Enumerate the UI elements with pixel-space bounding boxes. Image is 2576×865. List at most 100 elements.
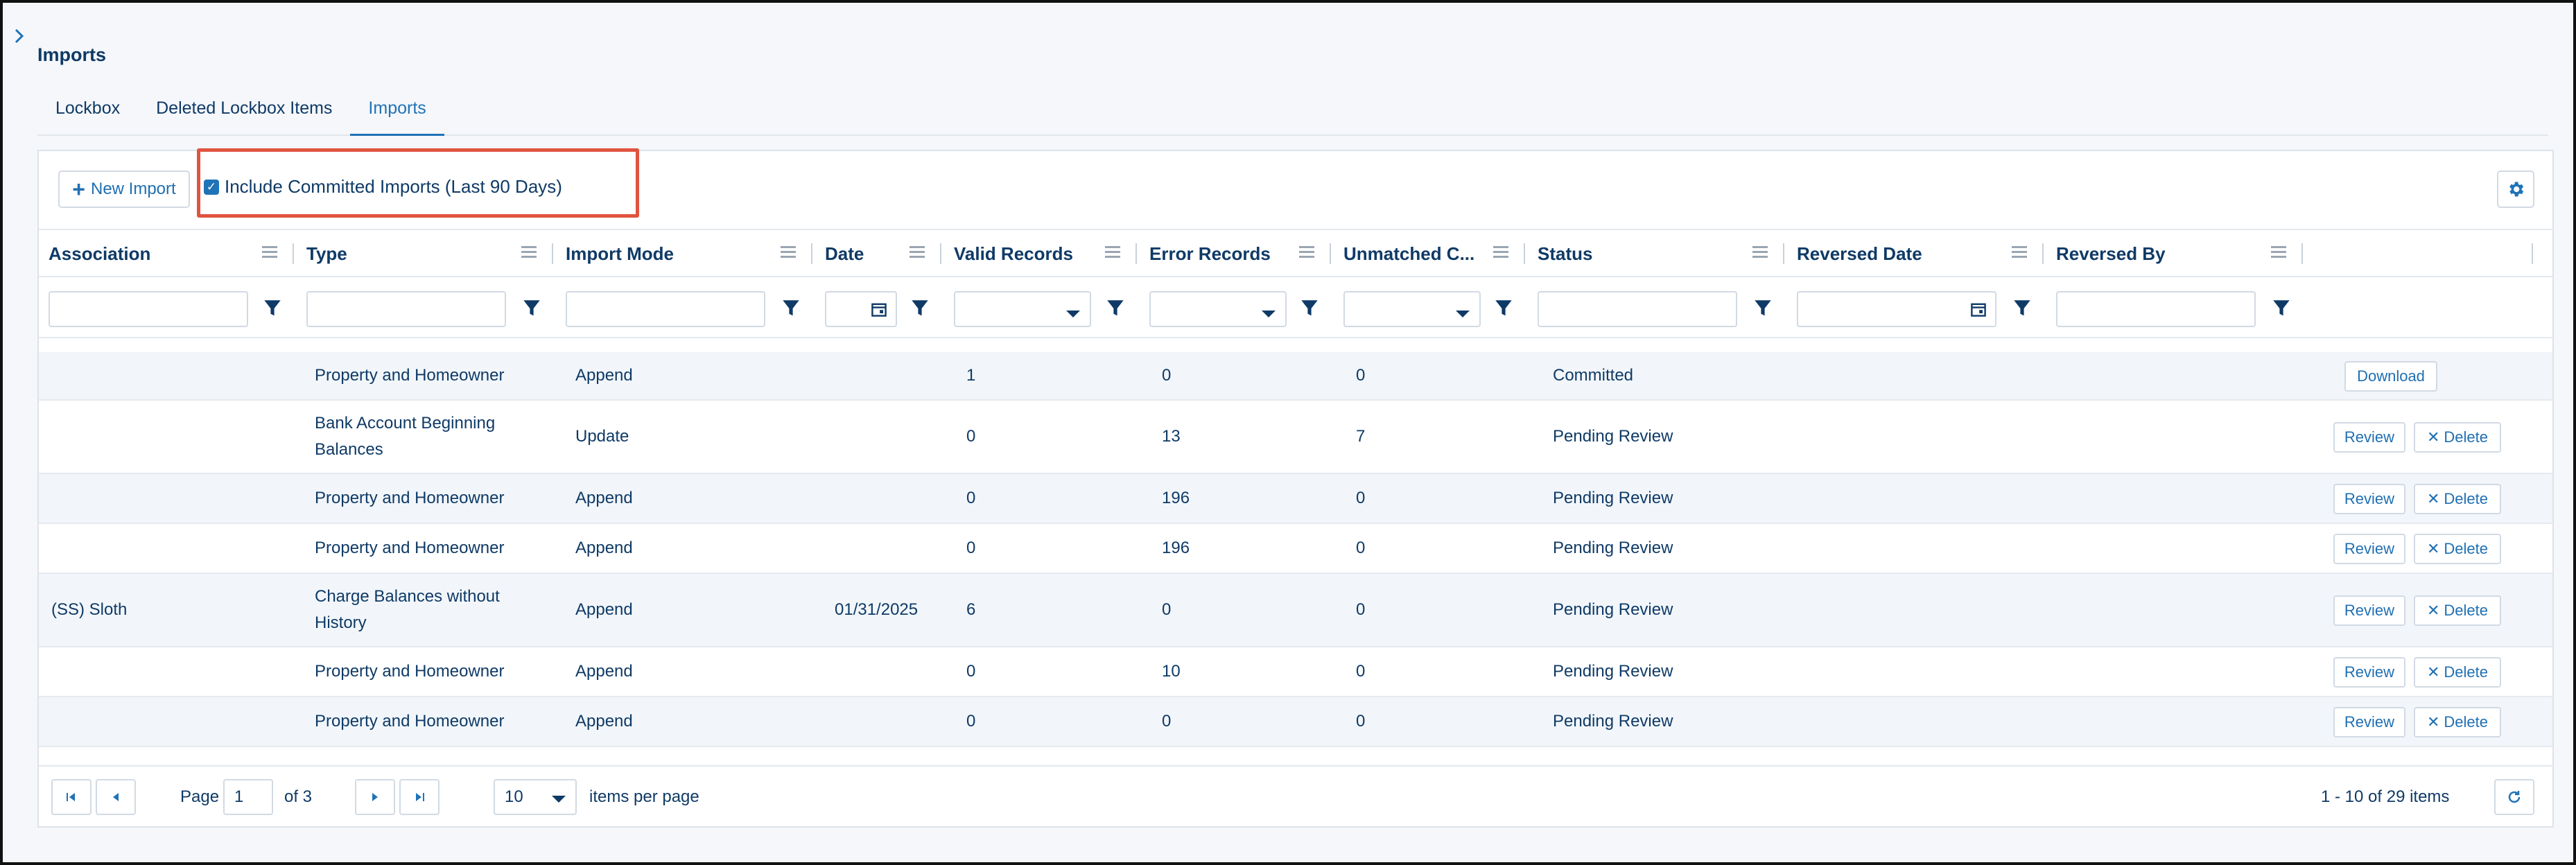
review-button[interactable]: Review xyxy=(2333,422,2405,453)
tab-lockbox[interactable]: Lockbox xyxy=(55,98,121,118)
column-resizer[interactable] xyxy=(2042,243,2044,264)
close-icon: ✕ xyxy=(2426,490,2440,507)
column-resizer[interactable] xyxy=(2532,243,2533,264)
column-resizer[interactable] xyxy=(1330,243,1331,264)
column-menu-icon[interactable] xyxy=(781,246,796,259)
unmatched-cell: 0 xyxy=(1356,712,1366,731)
column-header-status[interactable]: Status xyxy=(1538,243,1593,264)
column-header-date[interactable]: Date xyxy=(825,243,864,264)
reversed-by-filter-input[interactable] xyxy=(2056,291,2256,327)
prev-page-button[interactable] xyxy=(96,779,136,815)
next-page-icon xyxy=(372,793,378,801)
column-menu-icon[interactable] xyxy=(521,246,537,259)
include-committed-toggle[interactable]: ✓ Include Committed Imports (Last 90 Day… xyxy=(204,176,562,198)
download-button[interactable]: Download xyxy=(2344,361,2437,392)
filter-icon[interactable] xyxy=(1754,298,1772,319)
column-resizer[interactable] xyxy=(1524,243,1525,264)
review-button[interactable]: Review xyxy=(2333,595,2405,626)
delete-button[interactable]: ✕ Delete xyxy=(2414,422,2501,453)
refresh-button[interactable] xyxy=(2494,779,2534,815)
calendar-icon[interactable] xyxy=(871,301,887,317)
column-resizer[interactable] xyxy=(811,243,812,264)
column-header-association[interactable]: Association xyxy=(49,243,151,264)
column-header-import-mode[interactable]: Import Mode xyxy=(566,243,674,264)
filter-icon[interactable] xyxy=(911,298,929,319)
pagination-bar: Page 1 of 3 10 items per page 1 - 10 of … xyxy=(39,765,2552,826)
table-row[interactable]: Property and Homeowner Append 0 10 0 Pen… xyxy=(39,647,2552,697)
page-number-input[interactable]: 1 xyxy=(223,779,273,815)
column-resizer[interactable] xyxy=(552,243,553,264)
delete-button[interactable]: ✕ Delete xyxy=(2414,657,2501,688)
review-button[interactable]: Review xyxy=(2333,534,2405,564)
calendar-icon[interactable] xyxy=(1970,301,1987,317)
type-cell: Property and Homeowner xyxy=(315,489,505,507)
column-resizer[interactable] xyxy=(1135,243,1137,264)
table-row[interactable]: Property and Homeowner Append 0 196 0 Pe… xyxy=(39,474,2552,524)
review-button[interactable]: Review xyxy=(2333,657,2405,688)
delete-button[interactable]: ✕ Delete xyxy=(2414,484,2501,514)
filter-icon[interactable] xyxy=(1300,298,1319,319)
table-row[interactable]: Property and Homeowner Append 0 196 0 Pe… xyxy=(39,524,2552,574)
tab-imports[interactable]: Imports xyxy=(350,91,444,136)
status-filter-input[interactable] xyxy=(1538,291,1737,327)
unmatched-cell: 0 xyxy=(1356,489,1366,507)
column-resizer[interactable] xyxy=(2301,243,2303,264)
column-menu-icon[interactable] xyxy=(1105,246,1120,259)
filter-icon[interactable] xyxy=(1106,298,1124,319)
column-header-valid-records[interactable]: Valid Records xyxy=(954,243,1073,264)
column-menu-icon[interactable] xyxy=(1493,246,1508,259)
import-mode-filter-input[interactable] xyxy=(566,291,765,327)
import-mode-cell: Append xyxy=(575,539,633,557)
table-row[interactable]: (SS) Sloth Charge Balances without Histo… xyxy=(39,574,2552,647)
first-page-button[interactable] xyxy=(51,779,92,815)
column-menu-icon[interactable] xyxy=(1299,246,1314,259)
sidebar-expand-chevron-icon[interactable] xyxy=(10,24,29,49)
filter-icon[interactable] xyxy=(782,298,800,319)
table-row[interactable]: Property and Homeowner Append 0 0 0 Pend… xyxy=(39,697,2552,747)
column-header-reversed-date[interactable]: Reversed Date xyxy=(1797,243,1922,264)
column-header-type[interactable]: Type xyxy=(306,243,347,264)
filter-icon[interactable] xyxy=(1495,298,1513,319)
date-filter-input[interactable] xyxy=(825,291,897,327)
delete-label: Delete xyxy=(2444,428,2489,446)
filter-icon[interactable] xyxy=(523,298,541,319)
column-menu-icon[interactable] xyxy=(2012,246,2027,259)
table-row[interactable]: Property and Homeowner Append 1 0 0 Comm… xyxy=(39,352,2552,401)
delete-button[interactable]: ✕ Delete xyxy=(2414,595,2501,626)
include-committed-checkbox[interactable]: ✓ xyxy=(204,179,219,195)
tab-deleted-lockbox-items[interactable]: Deleted Lockbox Items xyxy=(156,98,333,118)
error-records-filter-dropdown[interactable] xyxy=(1149,291,1287,327)
association-filter-input[interactable] xyxy=(49,291,248,327)
unmatched-cell: 0 xyxy=(1356,366,1366,385)
page-size-select[interactable]: 10 xyxy=(494,779,577,815)
review-button[interactable]: Review xyxy=(2333,707,2405,737)
grid-filter-row xyxy=(39,277,2552,338)
unmatched-filter-dropdown[interactable] xyxy=(1343,291,1481,327)
settings-button[interactable] xyxy=(2497,171,2534,208)
delete-button[interactable]: ✕ Delete xyxy=(2414,534,2501,564)
new-import-button[interactable]: + New Import xyxy=(58,171,190,208)
column-header-error-records[interactable]: Error Records xyxy=(1149,243,1271,264)
table-row[interactable]: Bank Account Beginning Balances Update 0… xyxy=(39,401,2552,474)
column-menu-icon[interactable] xyxy=(262,246,277,259)
filter-icon[interactable] xyxy=(2013,298,2031,319)
review-button[interactable]: Review xyxy=(2333,484,2405,514)
column-menu-icon[interactable] xyxy=(910,246,925,259)
filter-icon[interactable] xyxy=(2272,298,2290,319)
column-header-reversed-by[interactable]: Reversed By xyxy=(2056,243,2166,264)
column-resizer[interactable] xyxy=(940,243,941,264)
reversed-date-filter-input[interactable] xyxy=(1797,291,1996,327)
column-menu-icon[interactable] xyxy=(2271,246,2286,259)
column-resizer[interactable] xyxy=(1783,243,1784,264)
column-resizer[interactable] xyxy=(293,243,294,264)
delete-button[interactable]: ✕ Delete xyxy=(2414,707,2501,737)
next-page-button[interactable] xyxy=(355,779,395,815)
valid-records-filter-dropdown[interactable] xyxy=(954,291,1091,327)
filter-icon[interactable] xyxy=(263,298,281,319)
close-icon: ✕ xyxy=(2426,663,2440,681)
column-header-unmatched[interactable]: Unmatched C... xyxy=(1343,243,1475,264)
column-menu-icon[interactable] xyxy=(1752,246,1768,259)
last-page-button[interactable] xyxy=(399,779,440,815)
type-filter-input[interactable] xyxy=(306,291,506,327)
